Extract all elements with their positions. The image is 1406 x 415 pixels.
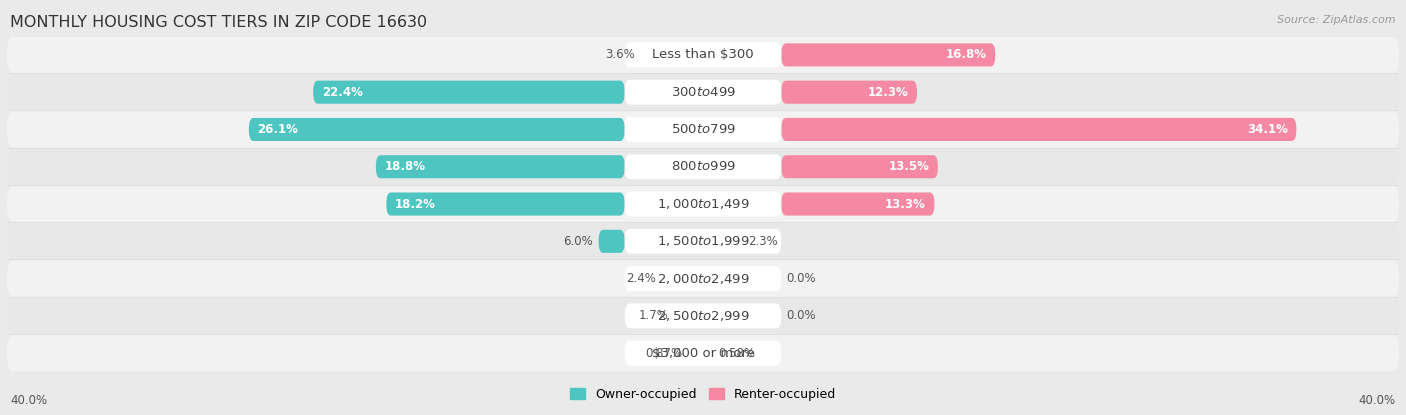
Text: 3.6%: 3.6%: [606, 49, 636, 61]
Text: $2,500 to $2,999: $2,500 to $2,999: [657, 309, 749, 323]
Text: $500 to $799: $500 to $799: [671, 123, 735, 136]
FancyBboxPatch shape: [624, 341, 782, 366]
Text: Source: ZipAtlas.com: Source: ZipAtlas.com: [1277, 15, 1396, 25]
FancyBboxPatch shape: [624, 42, 782, 67]
Text: Less than $300: Less than $300: [652, 49, 754, 61]
FancyBboxPatch shape: [7, 335, 1399, 371]
Text: $300 to $499: $300 to $499: [671, 85, 735, 99]
Text: 40.0%: 40.0%: [10, 394, 48, 407]
FancyBboxPatch shape: [782, 81, 917, 104]
Legend: Owner-occupied, Renter-occupied: Owner-occupied, Renter-occupied: [569, 388, 837, 400]
FancyBboxPatch shape: [624, 80, 782, 105]
Text: 34.1%: 34.1%: [1247, 123, 1288, 136]
Text: 12.3%: 12.3%: [868, 85, 908, 99]
Text: 16.8%: 16.8%: [946, 49, 987, 61]
FancyBboxPatch shape: [782, 118, 1296, 141]
Text: 2.3%: 2.3%: [748, 235, 778, 248]
FancyBboxPatch shape: [7, 261, 1399, 297]
FancyBboxPatch shape: [314, 81, 624, 104]
FancyBboxPatch shape: [7, 298, 1399, 334]
FancyBboxPatch shape: [624, 303, 782, 328]
Text: 22.4%: 22.4%: [322, 85, 363, 99]
FancyBboxPatch shape: [7, 186, 1399, 222]
Text: 26.1%: 26.1%: [257, 123, 298, 136]
FancyBboxPatch shape: [782, 155, 938, 178]
Text: 0.58%: 0.58%: [718, 347, 755, 360]
FancyBboxPatch shape: [7, 149, 1399, 185]
FancyBboxPatch shape: [624, 229, 782, 254]
FancyBboxPatch shape: [375, 155, 624, 178]
FancyBboxPatch shape: [7, 111, 1399, 148]
Text: $3,000 or more: $3,000 or more: [651, 347, 755, 360]
FancyBboxPatch shape: [599, 230, 624, 253]
FancyBboxPatch shape: [7, 223, 1399, 259]
FancyBboxPatch shape: [782, 193, 935, 215]
FancyBboxPatch shape: [624, 154, 782, 179]
FancyBboxPatch shape: [782, 43, 995, 66]
FancyBboxPatch shape: [624, 192, 782, 217]
FancyBboxPatch shape: [624, 266, 782, 291]
Text: $1,000 to $1,499: $1,000 to $1,499: [657, 197, 749, 211]
FancyBboxPatch shape: [249, 118, 624, 141]
Text: 0.0%: 0.0%: [786, 272, 815, 285]
Text: 2.4%: 2.4%: [626, 272, 657, 285]
Text: 0.0%: 0.0%: [786, 309, 815, 322]
Text: 0.87%: 0.87%: [645, 347, 683, 360]
Text: 18.2%: 18.2%: [395, 198, 436, 210]
Text: 6.0%: 6.0%: [564, 235, 593, 248]
Text: 40.0%: 40.0%: [1358, 394, 1396, 407]
Text: 18.8%: 18.8%: [385, 160, 426, 173]
FancyBboxPatch shape: [7, 37, 1399, 73]
Text: $1,500 to $1,999: $1,500 to $1,999: [657, 234, 749, 248]
Text: 13.5%: 13.5%: [889, 160, 929, 173]
FancyBboxPatch shape: [624, 117, 782, 142]
Text: 1.7%: 1.7%: [638, 309, 668, 322]
Text: $2,000 to $2,499: $2,000 to $2,499: [657, 271, 749, 286]
Text: MONTHLY HOUSING COST TIERS IN ZIP CODE 16630: MONTHLY HOUSING COST TIERS IN ZIP CODE 1…: [10, 15, 427, 30]
FancyBboxPatch shape: [7, 74, 1399, 110]
Text: 13.3%: 13.3%: [884, 198, 925, 210]
FancyBboxPatch shape: [387, 193, 624, 215]
Text: $800 to $999: $800 to $999: [671, 160, 735, 173]
